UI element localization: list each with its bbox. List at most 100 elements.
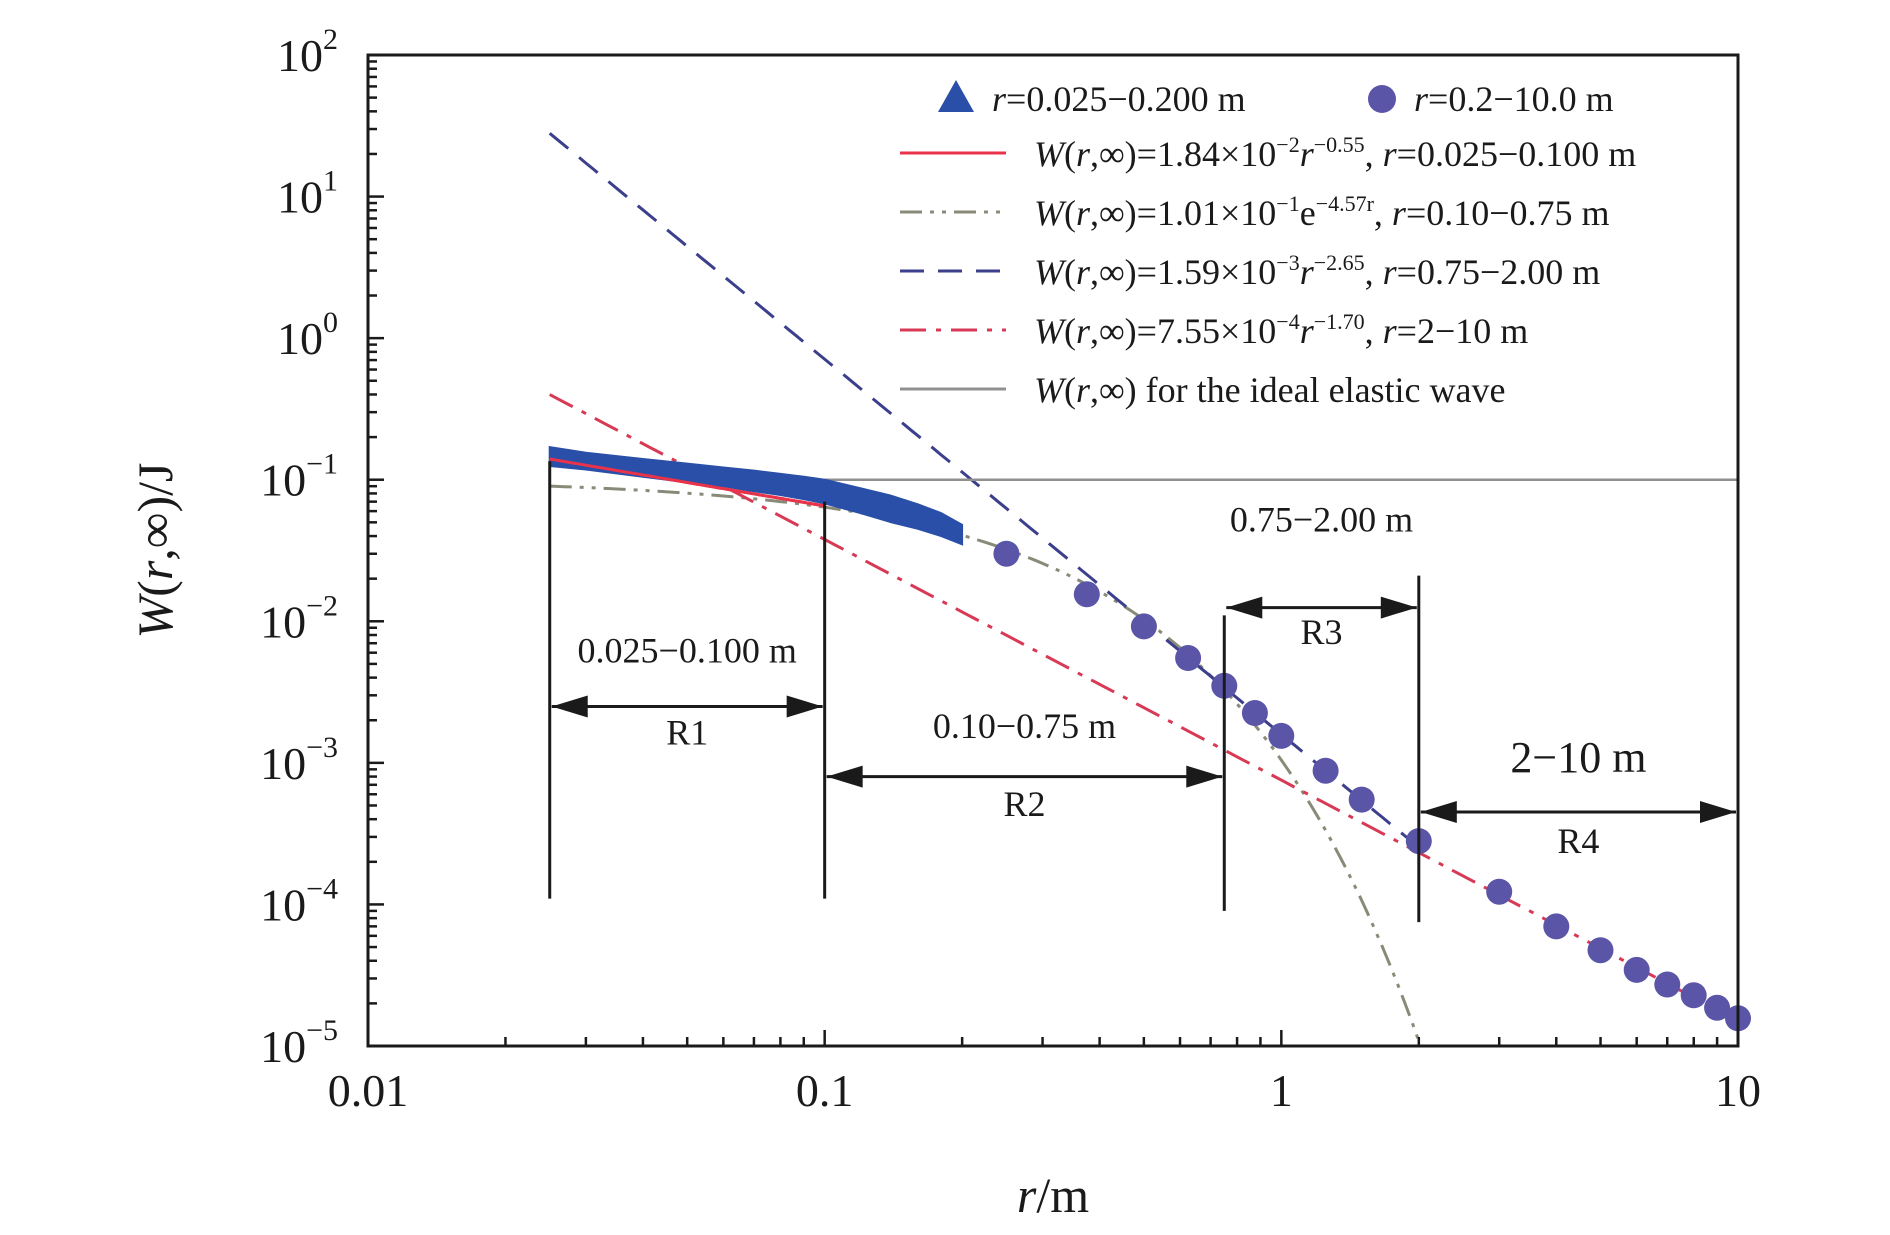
legend-label-fit4-part-6: −1.70 (1314, 309, 1365, 334)
legend-label-fit4-part-0: W (1034, 311, 1067, 351)
legend-label-fit2-part-0: W (1034, 193, 1067, 233)
legend-label-fit2-part-3: ,∞)=1.01×10 (1090, 193, 1276, 233)
y-tick-exponent: −3 (306, 731, 338, 764)
legend-label-fit4-part-4: −4 (1276, 309, 1299, 334)
legend-label-fit1-part-0: W (1034, 134, 1067, 174)
region-name-label: R2 (1003, 784, 1045, 824)
region-arrowhead-left (551, 695, 588, 718)
legend-label-fit3-part-0: W (1034, 252, 1067, 292)
legend-label-fit1-part-2: r (1076, 134, 1091, 174)
y-tick-exponent: 0 (323, 306, 338, 339)
x-tick-label: 0.01 (328, 1065, 409, 1116)
x-tick-label: 10 (1715, 1065, 1761, 1116)
y-tick-base: 10 (260, 1021, 306, 1072)
data-point (993, 540, 1020, 567)
legend-label-fit4-part-9: =2−10 m (1397, 311, 1529, 351)
fit-curve-fit2 (549, 484, 1421, 1042)
y-axis-title-post: ,∞)/J (127, 463, 183, 561)
legend-label-fit4-part-3: ,∞)=7.55×10 (1090, 311, 1276, 351)
y-tick-base: 10 (260, 596, 306, 647)
region-name-label: R4 (1557, 821, 1599, 861)
data-point (1543, 913, 1570, 940)
y-tick-label: 10−4 (260, 872, 338, 930)
legend-label-ideal-part-1: ( (1064, 370, 1076, 410)
legend-circle-marker (1368, 85, 1396, 113)
legend-label-ideal-part-2: r (1076, 370, 1091, 410)
y-axis-title-pre: W (127, 592, 183, 638)
legend-label-fit2-part-9: =0.10−0.75 m (1406, 193, 1610, 233)
data-point (1348, 786, 1375, 813)
legend-label-fit2-part-8: r (1392, 193, 1407, 233)
y-tick-exponent: −4 (306, 872, 338, 905)
region-arrowhead-right (1186, 765, 1223, 788)
region-R1: 0.025−0.100 m R1 (548, 461, 827, 899)
data-point (1130, 613, 1157, 640)
y-tick-exponent: 2 (323, 23, 338, 56)
legend-label-fit4-part-1: ( (1064, 311, 1076, 351)
y-axis-title-var: r (127, 560, 183, 580)
y-tick-base: 10 (277, 313, 323, 364)
y-tick-label: 10−2 (260, 589, 338, 647)
y-tick-label: 102 (277, 23, 338, 81)
legend-label-fit2-part-7: , (1374, 193, 1392, 233)
region-R3: 0.75−2.00 m R3 (1226, 500, 1421, 923)
fit-curve-fit1-overlay (549, 457, 825, 508)
data-point (1241, 700, 1268, 726)
y-axis-title: W(r,∞)/J (127, 463, 183, 639)
region-range-label: 0.75−2.00 m (1230, 500, 1413, 540)
legend-label-ideal-part-0: W (1034, 370, 1067, 410)
region-arrowhead-right (786, 695, 823, 718)
region-range-label: 0.025−0.100 m (578, 631, 797, 671)
legend-triangle-marker (938, 80, 974, 112)
data-point (1704, 994, 1731, 1021)
y-tick-label: 10−1 (260, 448, 338, 506)
legend-label-fit1-part-8: r (1383, 134, 1398, 174)
y-tick-exponent: −1 (306, 448, 338, 481)
data-point (1654, 971, 1681, 998)
legend-label-ideal: W(r,∞) for the ideal elastic wave (1034, 370, 1506, 410)
legend-label-fit3-part-5: r (1300, 252, 1315, 292)
legend-label-fit3: W(r,∞)=1.59×10−3r−2.65, r=0.75−2.00 m (1034, 250, 1600, 292)
legend-label-ideal-part-3: ,∞) for the ideal elastic wave (1090, 370, 1505, 410)
legend-label-fit4-part-7: , (1365, 311, 1383, 351)
data-point (1623, 956, 1650, 983)
region-arrowhead-left (826, 765, 863, 788)
legend-label-fit4-part-5: r (1300, 311, 1315, 351)
region-arrowhead-right (1700, 800, 1736, 823)
plot-frame (366, 53, 1740, 1048)
x-tick-label: 1 (1270, 1065, 1293, 1116)
legend-label-fit3-part-8: r (1383, 252, 1398, 292)
legend-label-fit3-part-7: , (1365, 252, 1383, 292)
legend-label-fit1-part-3: ,∞)=1.84×10 (1090, 134, 1276, 174)
y-tick-base: 10 (277, 172, 323, 223)
y-tick-base: 10 (260, 879, 306, 930)
region-R2: 0.10−0.75 m R2 (826, 615, 1226, 911)
circle-series-points (993, 540, 1751, 1032)
legend-label-fit1: W(r,∞)=1.84×10−2r−0.55, r=0.025−0.100 m (1034, 132, 1636, 174)
legend-label-triangles: r=0.025−0.200 m (992, 79, 1246, 119)
legend-label-fit3-part-2: r (1076, 252, 1091, 292)
legend-label-fit2-part-2: r (1076, 193, 1091, 233)
legend-label-fit1-part-9: =0.025−0.100 m (1397, 134, 1637, 174)
legend-label-circles-part-1: =0.2−10.0 m (1428, 79, 1614, 119)
region-R4: 2−10 m R4 (1420, 733, 1736, 861)
legend: r=0.025−0.200 m r=0.2−10.0 mW(r,∞)=1.84×1… (900, 79, 1636, 410)
data-point (1073, 581, 1100, 608)
legend-label-fit3-part-3: ,∞)=1.59×10 (1090, 252, 1276, 292)
data-point (1312, 757, 1339, 784)
legend-label-fit2-part-6: −4.57r (1316, 191, 1375, 216)
region-arrowhead-left (1420, 800, 1457, 823)
legend-label-fit2: W(r,∞)=1.01×10−1e−4.57r, r=0.10−0.75 m (1034, 191, 1610, 233)
legend-label-triangles-part-0: r (992, 79, 1007, 119)
y-tick-base: 10 (260, 455, 306, 506)
y-axis-title-paren: ( (127, 580, 183, 597)
legend-label-fit4: W(r,∞)=7.55×10−4r−1.70, r=2−10 m (1034, 309, 1528, 351)
region-arrowhead-right (1380, 596, 1417, 619)
y-tick-label: 101 (277, 165, 338, 223)
legend-label-fit4-part-8: r (1383, 311, 1398, 351)
triangle-series-band (548, 445, 964, 546)
fit-curve-fit4 (549, 393, 1739, 1023)
x-axis-title: r/m (1017, 1167, 1089, 1223)
